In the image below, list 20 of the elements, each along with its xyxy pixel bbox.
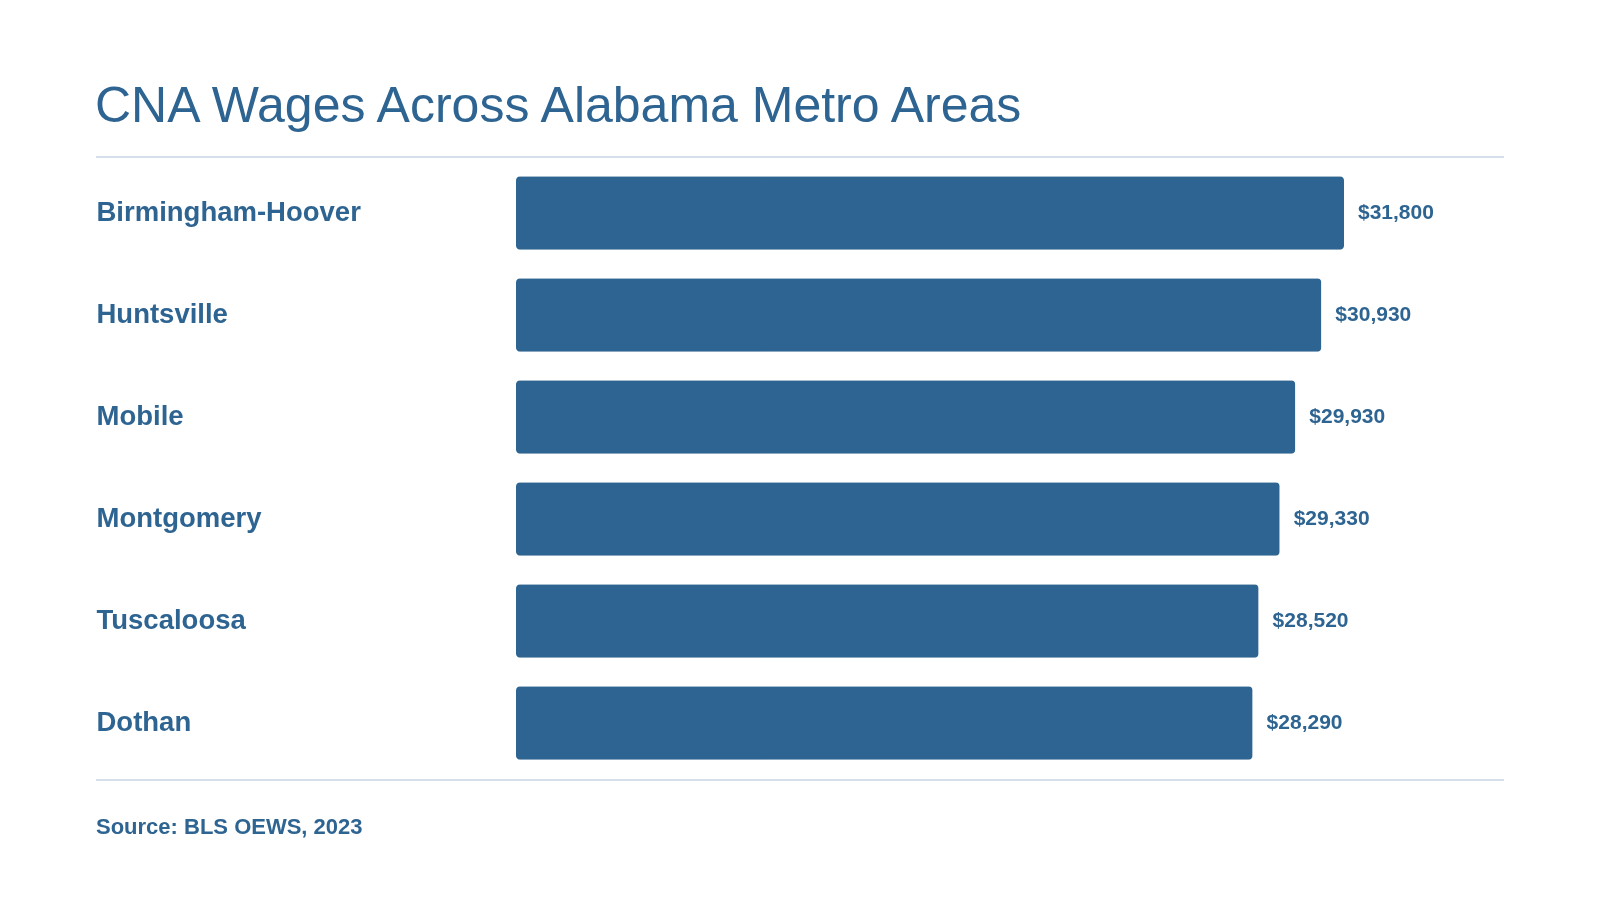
- data-label: $28,290: [1266, 710, 1343, 733]
- bar: [516, 686, 1253, 760]
- y-tick-label: Dothan: [96, 706, 192, 737]
- bar: [516, 380, 1296, 454]
- y-tick-label: Birmingham-Hoover: [96, 196, 362, 227]
- y-tick-label: Montgomery: [96, 502, 263, 533]
- data-label: $30,930: [1335, 302, 1412, 325]
- data-label: $28,520: [1272, 608, 1349, 631]
- chart-title: CNA Wages Across Alabama Metro Areas: [95, 77, 1022, 133]
- bar: [516, 584, 1259, 658]
- data-label: $31,800: [1358, 200, 1434, 223]
- bar: [516, 278, 1322, 352]
- y-tick-label: Tuscaloosa: [96, 604, 247, 635]
- data-label: $29,330: [1293, 506, 1370, 529]
- y-tick-label: Mobile: [96, 400, 184, 431]
- bar: [516, 482, 1280, 556]
- data-label: $29,930: [1309, 404, 1386, 427]
- bar: [516, 176, 1344, 250]
- source-note: Source: BLS OEWS, 2023: [96, 814, 363, 839]
- y-tick-label: Huntsville: [96, 298, 228, 329]
